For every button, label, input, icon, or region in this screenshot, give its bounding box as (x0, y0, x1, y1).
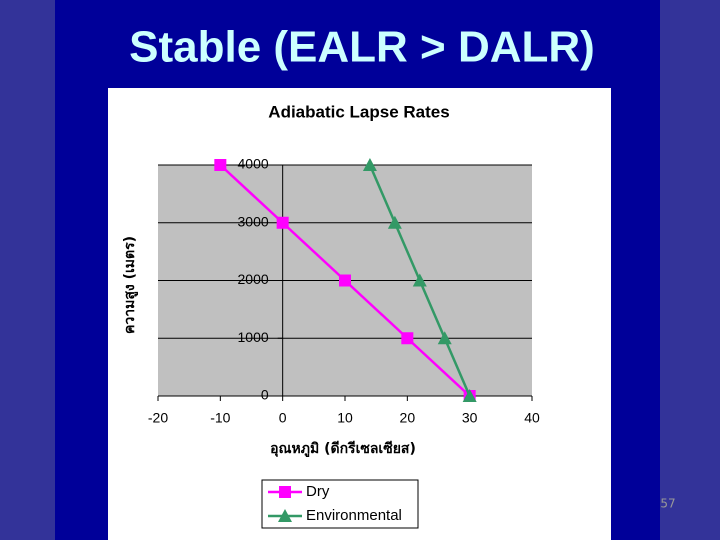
legend-label: Environmental (306, 507, 402, 524)
data-point (214, 159, 227, 171)
y-tick-label: 2000 (238, 271, 269, 287)
page-number: 57 (660, 497, 675, 511)
y-axis-label: ความสูง (เมตร) (122, 236, 138, 334)
data-point (412, 273, 427, 287)
x-tick-label: 30 (462, 410, 478, 426)
x-tick-label: 10 (337, 410, 353, 426)
data-point (339, 274, 351, 287)
x-tick-label: -20 (148, 410, 168, 426)
slide-title: Stable (EALR > DALR) (129, 23, 595, 72)
data-point (387, 215, 402, 229)
x-tick-label: 20 (400, 410, 416, 426)
chart-title: Adiabatic Lapse Rates (268, 102, 449, 121)
data-point (401, 332, 414, 345)
legend-label: Dry (306, 483, 330, 500)
x-axis-label: อุณหภูมิ (ดีกรีเซลเซียส) (270, 441, 416, 457)
y-tick-label: 3000 (238, 213, 269, 229)
x-tick-label: 0 (279, 410, 287, 426)
legend-marker (279, 486, 291, 498)
y-tick-label: 0 (261, 387, 269, 403)
data-point (276, 216, 289, 229)
data-point (362, 158, 377, 171)
x-tick-label: -10 (210, 410, 230, 426)
x-tick-label: 40 (524, 410, 540, 426)
data-point (462, 389, 477, 402)
legend-marker (278, 509, 292, 522)
y-tick-label: 1000 (238, 329, 269, 345)
data-point (437, 331, 452, 345)
y-tick-label: 4000 (238, 156, 269, 172)
